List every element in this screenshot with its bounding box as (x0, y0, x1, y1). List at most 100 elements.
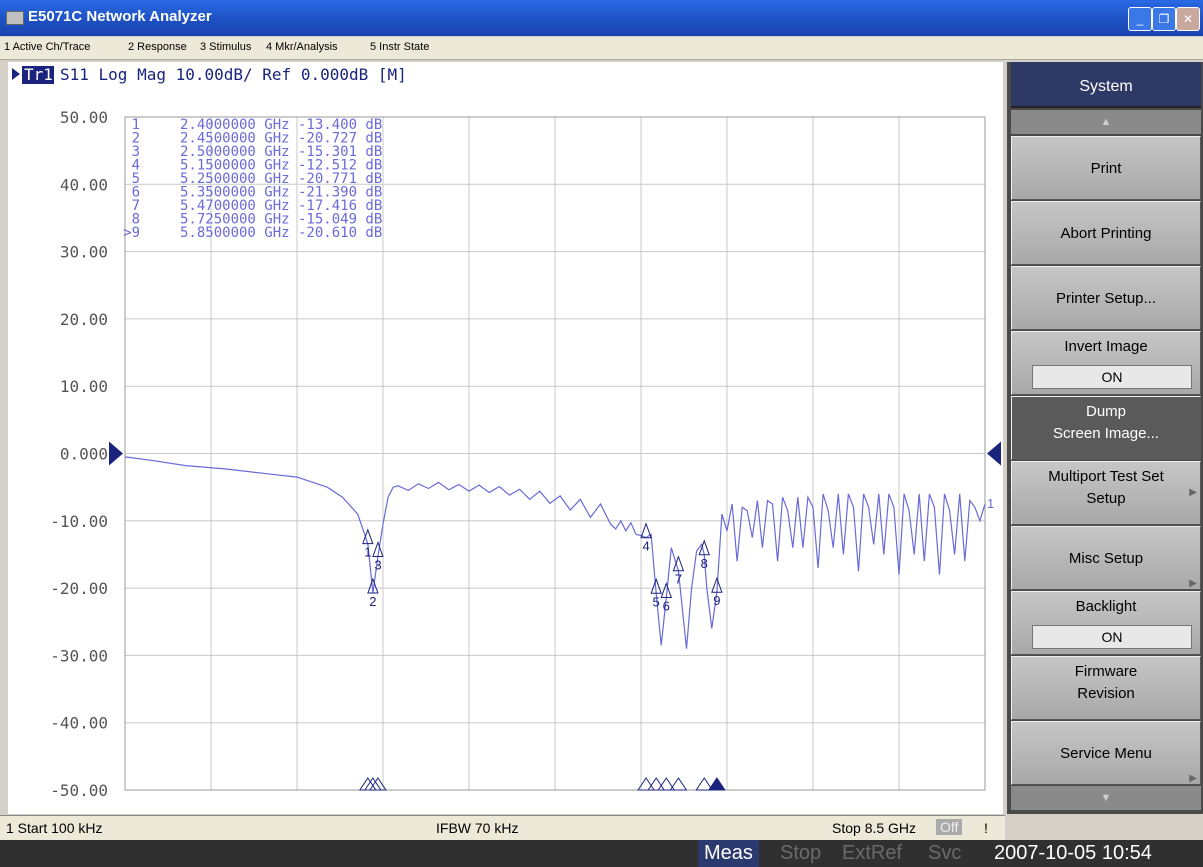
invert-image-value: ON (1032, 365, 1192, 389)
title-bar: E5071C Network Analyzer _ ❐ ✕ (0, 0, 1203, 36)
marker-table-value: -15.301 dB (298, 144, 382, 160)
menu-bar: 1 Active Ch/Trace 2 Response 3 Stimulus … (0, 37, 1203, 60)
extref-indicator: ExtRef (842, 842, 903, 864)
firmware-label-line1: Firmware (1074, 663, 1138, 680)
marker-triangle (367, 577, 379, 594)
marker-number: 3 (374, 557, 381, 572)
channel-status-bar: 1 Start 100 kHz IFBW 70 kHz Stop 8.5 GHz… (0, 815, 1005, 841)
marker-table-label: 8 (132, 212, 140, 228)
marker-triangle (711, 576, 723, 593)
marker-table-frequency: 5.8500000 GHz (180, 225, 290, 241)
multiport-test-set-button[interactable]: Multiport Test Set Setup ▶ (1011, 461, 1201, 525)
marker-table-frequency: 5.7250000 GHz (180, 212, 290, 228)
stimulus-marker-icon (657, 777, 676, 791)
y-tick-label: -40.00 (50, 714, 108, 733)
service-menu-button[interactable]: Service Menu ▶ (1011, 721, 1201, 785)
datetime: 2007-10-05 10:54 (994, 842, 1152, 864)
svc-indicator: Svc (928, 842, 962, 864)
marker-table-label: 4 (132, 158, 140, 174)
menu-active-ch-trace[interactable]: 1 Active Ch/Trace (4, 41, 91, 53)
marker-table-label: >9 (123, 225, 140, 241)
backlight-button[interactable]: Backlight ON (1011, 591, 1201, 655)
misc-setup-label: Misc Setup (1068, 550, 1144, 567)
ifbw[interactable]: IFBW 70 kHz (436, 820, 519, 836)
menu-mkr-analysis[interactable]: 4 Mkr/Analysis (266, 41, 338, 53)
meas-indicator: Meas (698, 840, 759, 867)
stimulus-marker-icon (695, 777, 714, 791)
marker-triangle (672, 555, 685, 572)
menu-instr-state[interactable]: 5 Instr State (370, 41, 430, 53)
dump-label-line1: Dump (1085, 403, 1126, 420)
marker-table-label: 2 (132, 131, 140, 147)
marker-table-label: 1 (132, 117, 140, 133)
marker-number: 8 (701, 556, 708, 571)
marker-number: 1 (364, 545, 371, 560)
marker-table-value: -20.610 dB (298, 225, 382, 241)
marker-table-frequency: 5.1500000 GHz (180, 158, 290, 174)
submenu-arrow-icon: ▶ (1189, 578, 1197, 589)
marker-triangle (362, 528, 374, 545)
stimulus-marker-icon (669, 777, 688, 791)
marker-table-value: -21.390 dB (298, 185, 382, 201)
y-tick-label: 10.00 (60, 377, 108, 396)
marker-number: 4 (642, 539, 649, 554)
y-tick-label: 40.00 (60, 175, 108, 194)
stimulus-marker-icon (637, 777, 655, 791)
marker-table-frequency: 5.3500000 GHz (180, 185, 290, 201)
y-tick-label: 50.00 (60, 108, 108, 127)
marker-table-label: 7 (132, 198, 140, 214)
trace-badge-bg (22, 66, 54, 84)
marker-table-frequency: 2.4000000 GHz (180, 117, 290, 133)
invert-image-button[interactable]: Invert Image ON (1011, 331, 1201, 395)
marker-number: 6 (663, 598, 670, 613)
misc-setup-button[interactable]: Misc Setup ▶ (1011, 526, 1201, 590)
marker-table-label: 6 (132, 185, 140, 201)
close-button[interactable]: ✕ (1176, 7, 1200, 31)
abort-printing-label: Abort Printing (1060, 225, 1152, 242)
maximize-button[interactable]: ❐ (1152, 7, 1176, 31)
scroll-up-button[interactable]: ▲ (1011, 110, 1201, 134)
y-tick-label: -50.00 (50, 781, 108, 800)
print-label: Print (1090, 160, 1122, 177)
marker-table-value: -15.049 dB (298, 212, 382, 228)
menu-stimulus[interactable]: 3 Stimulus (200, 41, 252, 53)
marker-triangle (640, 522, 652, 539)
marker-number: 2 (369, 594, 376, 609)
active-trace-icon (12, 68, 20, 80)
firmware-label-line2: Revision (1077, 685, 1135, 702)
window-title: E5071C Network Analyzer (28, 8, 212, 25)
y-tick-label: -30.00 (50, 646, 108, 665)
menu-response[interactable]: 2 Response (128, 41, 187, 53)
marker-triangle (372, 540, 384, 557)
scroll-down-button[interactable]: ▼ (1011, 786, 1201, 810)
warning-indicator: ! (984, 820, 988, 836)
marker-table-frequency: 5.2500000 GHz (180, 171, 290, 187)
y-tick-label: -10.00 (50, 512, 108, 531)
marker-table-value: -20.771 dB (298, 171, 382, 187)
stop-frequency[interactable]: Stop 8.5 GHz (832, 820, 917, 836)
printer-setup-button[interactable]: Printer Setup... (1011, 266, 1201, 330)
start-frequency[interactable]: 1 Start 100 kHz (6, 820, 103, 836)
minimize-button[interactable]: _ (1128, 7, 1152, 31)
backlight-value: ON (1032, 625, 1192, 649)
marker-table-value: -13.400 dB (298, 117, 382, 133)
service-menu-label: Service Menu (1060, 745, 1152, 762)
multiport-label-line1: Multiport Test Set (1048, 468, 1164, 485)
firmware-revision-button[interactable]: Firmware Revision (1011, 656, 1201, 720)
off-indicator: Off (936, 819, 963, 835)
trace-end-label: 1 (987, 496, 994, 511)
submenu-arrow-icon: ▶ (1189, 773, 1197, 784)
dump-screen-image-button[interactable]: Dump Screen Image... (1011, 396, 1201, 460)
abort-printing-button[interactable]: Abort Printing (1011, 201, 1201, 265)
print-button[interactable]: Print (1011, 136, 1201, 200)
stop-indicator: Stop (780, 842, 822, 864)
marker-table-frequency: 5.4700000 GHz (180, 198, 290, 214)
system-menu-title[interactable]: System (1011, 62, 1201, 108)
backlight-label: Backlight (1075, 598, 1137, 615)
instrument-status-bar: Meas Stop ExtRef Svc 2007-10-05 10:54 (0, 840, 1203, 867)
y-tick-label: 0.000 (60, 445, 108, 464)
trace-chart[interactable]: Tr1 S11 Log Mag 10.00dB/ Ref 0.000dB [M] 5… (8, 62, 1003, 814)
marker-triangle (660, 581, 672, 598)
marker-table-value: -12.512 dB (298, 158, 382, 174)
softkey-panel: System ▲ Print Abort Printing Printer Se… (1007, 62, 1203, 814)
